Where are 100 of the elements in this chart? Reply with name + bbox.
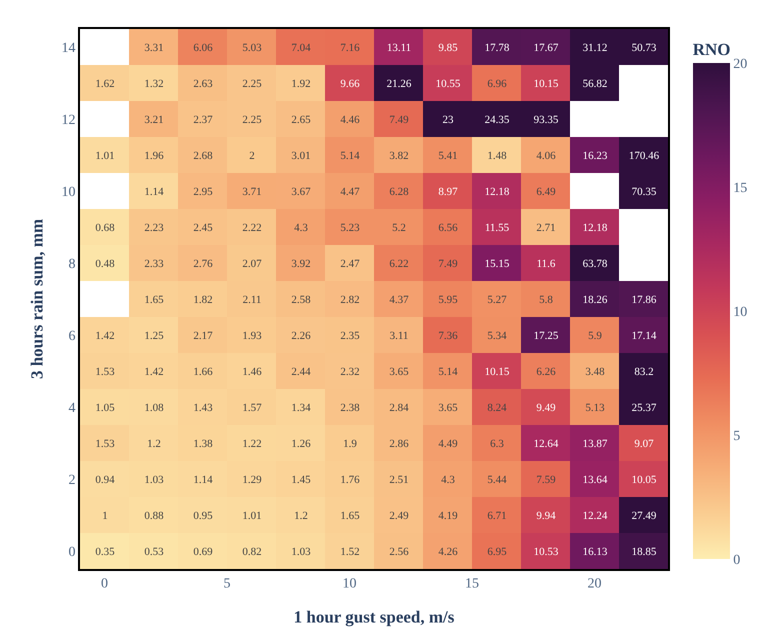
data-label: 3.11 xyxy=(390,330,408,342)
data-label: 1.01 xyxy=(95,150,115,162)
data-label: 1.92 xyxy=(291,78,311,90)
x-tick-label: 10 xyxy=(342,576,356,592)
data-label: 9.49 xyxy=(536,402,556,414)
data-label: 1 xyxy=(102,510,108,522)
data-label: 3.65 xyxy=(389,366,410,378)
data-label: 3.67 xyxy=(291,186,312,198)
data-label: 12.18 xyxy=(582,222,608,234)
data-label: 1.22 xyxy=(242,438,262,450)
data-label: 4.3 xyxy=(441,474,456,486)
data-label: 5.41 xyxy=(438,150,458,162)
data-label: 2.32 xyxy=(340,366,360,378)
data-label: 31.12 xyxy=(582,42,608,54)
data-label: 70.35 xyxy=(632,186,657,198)
data-label: 0.35 xyxy=(95,546,116,558)
color-bar-label: 0 xyxy=(733,552,740,568)
data-label: 5.27 xyxy=(487,294,508,306)
data-label: 1.34 xyxy=(291,402,312,414)
y-tick-label: 14 xyxy=(61,40,76,56)
data-label: 2.11 xyxy=(242,294,262,306)
data-label: 2.56 xyxy=(389,546,410,558)
data-label: 17.86 xyxy=(632,294,657,306)
x-axis-title: 1 hour gust speed, m/s xyxy=(294,607,455,626)
data-label: 10.53 xyxy=(534,546,559,558)
data-label: 2.65 xyxy=(291,114,312,126)
y-tick-label: 2 xyxy=(68,472,76,488)
data-label: 0.82 xyxy=(242,546,262,558)
data-label: 50.73 xyxy=(632,42,657,54)
data-label: 12.64 xyxy=(534,438,559,450)
data-label: 2.07 xyxy=(242,258,262,270)
data-label: 9.66 xyxy=(340,78,360,90)
data-label: 7.04 xyxy=(291,42,312,54)
data-label: 1.2 xyxy=(147,438,161,450)
data-label: 8.97 xyxy=(438,186,458,198)
data-label: 18.26 xyxy=(582,294,608,306)
data-label: 1.96 xyxy=(144,150,164,162)
data-label: 4.46 xyxy=(340,114,360,126)
data-label: 10.55 xyxy=(436,78,461,90)
color-bar-label: 5 xyxy=(733,428,740,444)
data-label: 11.6 xyxy=(536,258,556,270)
data-label: 13.64 xyxy=(582,474,608,486)
data-label: 18.85 xyxy=(632,546,657,558)
data-label: 1.62 xyxy=(95,78,115,90)
y-tick-label: 8 xyxy=(68,256,76,272)
data-label: 2.84 xyxy=(389,402,410,414)
data-label: 5.95 xyxy=(438,294,458,306)
data-label: 3.31 xyxy=(144,42,164,54)
data-label: 2.86 xyxy=(389,438,410,450)
data-label: 6.06 xyxy=(193,42,214,54)
y-tick-label: 12 xyxy=(61,112,76,128)
data-label: 4.19 xyxy=(438,510,458,522)
x-tick-label: 15 xyxy=(465,576,479,592)
data-label: 9.85 xyxy=(438,42,458,54)
data-label: 5.2 xyxy=(392,222,406,234)
data-label: 1.66 xyxy=(193,366,214,378)
data-label: 5.03 xyxy=(242,42,262,54)
data-label: 1.03 xyxy=(144,474,164,486)
data-label: 2.49 xyxy=(389,510,410,522)
data-label: 2.71 xyxy=(536,222,556,234)
data-label: 1.08 xyxy=(144,402,164,414)
data-label: 6.56 xyxy=(438,222,458,234)
data-label: 5.14 xyxy=(340,150,360,162)
data-label: 0.48 xyxy=(95,258,116,270)
data-label: 12.24 xyxy=(582,510,608,522)
data-label: 21.26 xyxy=(386,78,412,90)
data-label: 8.24 xyxy=(487,402,508,414)
data-label: 6.3 xyxy=(490,438,504,450)
data-label: 1.32 xyxy=(144,78,164,90)
data-label: 2.95 xyxy=(193,186,214,198)
data-label: 0.95 xyxy=(193,510,214,522)
data-label: 7.49 xyxy=(438,258,458,270)
data-label: 2.82 xyxy=(340,294,360,306)
color-bar-label: 20 xyxy=(733,56,748,72)
data-label: 13.87 xyxy=(582,438,608,450)
data-label: 83.2 xyxy=(634,366,654,378)
data-label: 2.63 xyxy=(193,78,214,90)
data-label: 9.94 xyxy=(536,510,556,522)
data-label: 1.38 xyxy=(193,438,214,450)
data-label: 5.14 xyxy=(438,366,458,378)
data-label: 5.9 xyxy=(588,330,602,342)
data-label: 1.93 xyxy=(242,330,262,342)
data-label: 5.34 xyxy=(487,330,508,342)
data-label: 0.88 xyxy=(144,510,164,522)
data-label: 2.37 xyxy=(193,114,214,126)
data-label: 1.25 xyxy=(144,330,164,342)
data-label: 17.14 xyxy=(632,330,657,342)
color-bar-label: 10 xyxy=(733,304,748,320)
x-tick-label: 20 xyxy=(588,576,602,592)
data-label: 5.44 xyxy=(487,474,508,486)
y-tick-label: 4 xyxy=(68,400,76,416)
data-label: 2.44 xyxy=(291,366,312,378)
data-label: 5.8 xyxy=(539,294,554,306)
data-label: 15.15 xyxy=(484,258,510,270)
data-label: 2.22 xyxy=(242,222,262,234)
data-label: 1.9 xyxy=(343,438,358,450)
data-label: 1.26 xyxy=(291,438,312,450)
data-label: 6.28 xyxy=(389,186,410,198)
data-label: 2.33 xyxy=(144,258,164,270)
y-tick-label: 0 xyxy=(68,544,76,560)
